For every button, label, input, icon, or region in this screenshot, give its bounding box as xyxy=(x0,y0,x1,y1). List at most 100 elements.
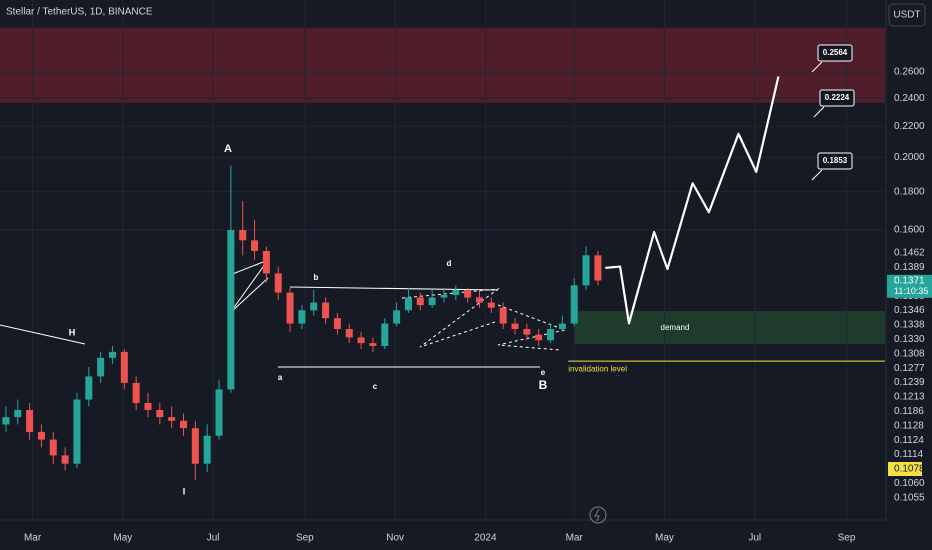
price-level-label: 0.1239 xyxy=(894,377,925,388)
x-tick-label: Jul xyxy=(207,533,220,544)
candle-body xyxy=(215,389,223,436)
callout-arrow xyxy=(811,61,823,73)
x-tick-label: Jul xyxy=(748,533,761,544)
candle-body xyxy=(132,382,140,403)
currency[interactable]: USDT xyxy=(893,10,920,21)
price-level-label: 0.1186 xyxy=(894,406,924,417)
callout-arrow xyxy=(811,169,823,181)
wave-label: e xyxy=(541,368,546,377)
candle-body xyxy=(180,420,188,429)
y-tick-label: 0.1600 xyxy=(894,225,925,236)
candle-body xyxy=(2,417,10,425)
x-tick-label: 2024 xyxy=(474,533,497,544)
candle-body xyxy=(286,292,294,324)
candle-body xyxy=(369,343,377,347)
last-price-box xyxy=(887,274,932,298)
x-tick-label: Mar xyxy=(24,533,42,544)
price-level-label: 0.1213 xyxy=(894,392,925,403)
candle-body xyxy=(108,351,116,358)
price-level-label: 0.1308 xyxy=(894,348,925,359)
projection-path xyxy=(605,76,780,325)
candle-body xyxy=(345,329,353,338)
drawings xyxy=(0,258,567,368)
candle-body xyxy=(14,409,22,418)
candle-body xyxy=(168,417,176,421)
candle-body xyxy=(381,323,389,347)
price-level-label: 0.1338 xyxy=(894,320,925,331)
demand-label: demand xyxy=(661,323,690,332)
candle-body xyxy=(37,431,45,440)
target-box xyxy=(817,44,853,62)
currency-box[interactable] xyxy=(888,3,926,27)
price-level-label: 0.1389 xyxy=(894,262,925,273)
wave-label: c xyxy=(373,382,378,391)
axis: 0.2600 0.2400 0.2200 0.2000 0.1800 0.1600 Mar M… xyxy=(24,67,932,544)
candle-body xyxy=(511,323,519,330)
candle-body xyxy=(26,409,34,432)
candle-body xyxy=(120,351,128,383)
wave-label: b xyxy=(314,273,319,282)
candle-body xyxy=(558,323,566,330)
candles xyxy=(2,165,602,481)
candle-body xyxy=(49,439,57,456)
candle-body xyxy=(582,255,590,286)
price-level-label: 0.1128 xyxy=(894,420,924,431)
candle-body xyxy=(73,399,81,464)
bolt xyxy=(594,508,600,522)
price-level-label: 0.1346 xyxy=(894,305,925,316)
wave-label: d xyxy=(447,259,452,268)
candle-body xyxy=(428,297,436,306)
target-label: 0.1853 xyxy=(823,156,848,165)
candle-body xyxy=(475,297,483,303)
y-tick-label: 0.2200 xyxy=(894,121,925,132)
price-level-label: 0.1055 xyxy=(894,492,925,503)
wave-label: A xyxy=(224,143,232,155)
wave-label: a xyxy=(278,373,283,382)
candle-body xyxy=(570,285,578,324)
x-tick-label: Sep xyxy=(838,533,856,544)
resistance-zone xyxy=(0,27,885,103)
zones xyxy=(0,27,885,345)
trendline xyxy=(289,286,499,291)
candle-body xyxy=(61,455,69,464)
invalidation-label: invalidation level xyxy=(568,364,627,373)
chart-title: Stellar / TetherUS, 1D, BINANCE xyxy=(6,7,153,18)
demand-zone xyxy=(574,311,885,345)
price-level-label: 0.1330 xyxy=(894,334,925,345)
price-level-label: 0.1078 xyxy=(894,464,925,475)
candle-body xyxy=(452,290,460,296)
candle-body xyxy=(594,255,602,281)
candle-body xyxy=(535,334,543,341)
candle-body xyxy=(487,302,495,308)
candle-body xyxy=(547,329,555,341)
candle-body xyxy=(322,302,330,319)
dashed-wedge xyxy=(401,288,500,348)
candle-body xyxy=(298,310,306,324)
y-tick-label: 0.1800 xyxy=(894,186,925,197)
target-label: 0.2564 xyxy=(823,48,848,57)
wave-label: B xyxy=(539,378,548,392)
candle-body xyxy=(499,307,507,324)
candle-body xyxy=(227,229,235,390)
countdown: 11:10:35 xyxy=(894,286,928,296)
candle-body xyxy=(393,310,401,324)
last-price: 0.1371 xyxy=(894,275,925,286)
candle-body xyxy=(85,376,93,400)
price-level-label: 0.1114 xyxy=(894,449,924,460)
replay-icon[interactable] xyxy=(589,506,607,524)
y-tick-label: 0.2600 xyxy=(894,67,925,78)
candle-body xyxy=(404,297,412,311)
candle-body xyxy=(191,428,199,464)
candle-body xyxy=(156,409,164,418)
candle-body xyxy=(416,297,424,306)
candle-body xyxy=(333,318,341,330)
x-tick-label: Nov xyxy=(386,533,404,544)
price-level-label: 0.1462 xyxy=(894,248,925,259)
candle-body xyxy=(310,302,318,311)
candle-body xyxy=(523,329,531,335)
candle-body xyxy=(464,290,472,298)
x-tick-label: May xyxy=(113,533,132,544)
price-level-label: 0.1124 xyxy=(894,435,924,446)
x-tick-label: Mar xyxy=(566,533,584,544)
x-tick-label: May xyxy=(655,533,674,544)
